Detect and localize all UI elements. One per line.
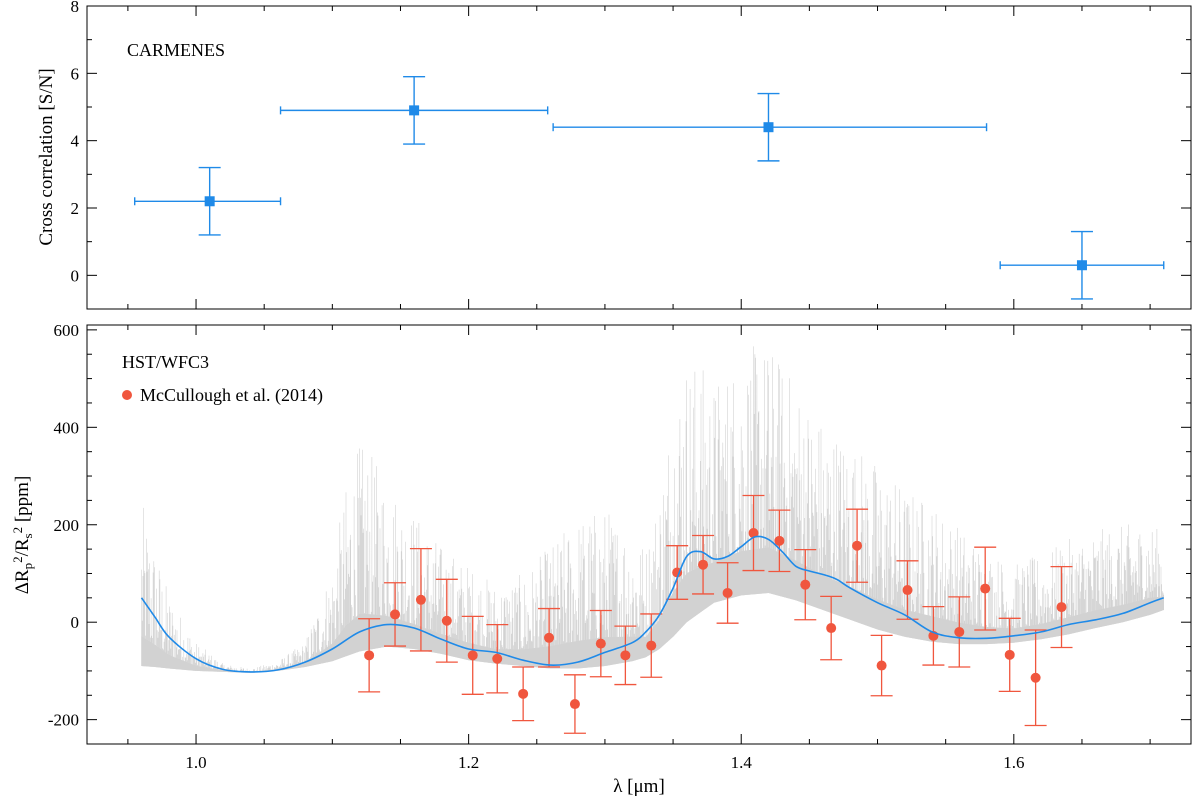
y-tick-label: 200 (54, 516, 80, 535)
model-line (140, 535, 1164, 673)
x-axis-label: λ [μm] (613, 776, 665, 797)
y-tick-label: 2 (71, 199, 80, 218)
y-tick-label: 600 (54, 321, 80, 340)
observed-point (896, 560, 919, 620)
observed-point (1024, 629, 1047, 727)
bottom-plot-area (140, 346, 1164, 734)
observed-point (384, 582, 407, 647)
x-tick-label: 1.2 (458, 753, 479, 772)
bottom-axis-ticks: 1.0 1.2 1.4 1.6 -200 0 200 400 600 (48, 321, 1191, 772)
carmenes-point (279, 75, 549, 145)
circle-marker (467, 650, 478, 661)
circle-marker (390, 609, 401, 620)
circle-marker (492, 653, 503, 664)
observed-point (998, 617, 1021, 693)
circle-marker (1004, 649, 1015, 660)
circle-marker (518, 688, 529, 699)
x-tick-label: 1.6 (1003, 753, 1024, 772)
carmenes-point (134, 166, 282, 236)
y-tick-label: -200 (48, 711, 79, 730)
circle-marker (364, 650, 375, 661)
observed-point (794, 548, 817, 621)
legend-label: McCullough et al. (2014) (140, 385, 323, 406)
circle-marker (800, 579, 811, 590)
top-panel: 0 2 4 6 8 CARMENES Cross correlation [S/N] (36, 0, 1192, 310)
observed-point (614, 625, 637, 686)
observed-point (948, 596, 971, 668)
top-panel-annotation: CARMENES (127, 40, 225, 60)
observed-point (974, 546, 997, 631)
bottom-y-axis-label: ΔRp2/Rs2 [ppm] (10, 476, 35, 595)
circle-marker (876, 660, 887, 671)
observed-point (538, 607, 561, 668)
y-tick-label: 4 (71, 132, 80, 151)
carmenes-point (552, 92, 988, 162)
top-y-axis-label: Cross correlation [S/N] (36, 68, 57, 245)
circle-marker (646, 640, 657, 651)
observed-point (640, 613, 663, 678)
y-tick-label: 400 (54, 418, 80, 437)
model-spectrum (141, 346, 1164, 673)
top-plot-area (134, 75, 1165, 300)
circle-marker (902, 585, 913, 596)
legend-marker (122, 390, 132, 400)
observed-point (716, 562, 739, 624)
top-panel-frame (86, 5, 1192, 310)
observed-point (435, 578, 458, 663)
observed-point (820, 595, 843, 661)
observed-point (486, 623, 509, 694)
y-tick-label: 0 (71, 613, 80, 632)
y-tick-label: 8 (71, 0, 80, 16)
observed-point (1050, 566, 1073, 649)
circle-marker (980, 583, 991, 594)
square-marker (409, 105, 420, 116)
circle-marker (852, 540, 863, 551)
square-marker (763, 122, 774, 133)
circle-marker (722, 587, 733, 598)
x-tick-label: 1.0 (185, 753, 206, 772)
circle-marker (1056, 602, 1067, 613)
circle-marker (1030, 672, 1041, 683)
observed-point (742, 494, 765, 572)
bottom-panel-annotation: HST/WFC3 (122, 352, 209, 372)
observed-point (768, 509, 791, 573)
circle-marker (826, 623, 837, 634)
circle-marker (954, 626, 965, 637)
carmenes-point (999, 230, 1165, 300)
y-tick-label: 0 (71, 266, 80, 285)
circle-marker (698, 559, 709, 570)
observed-point (589, 609, 612, 678)
circle-marker (544, 632, 555, 643)
observed-point (563, 674, 586, 734)
circle-marker (415, 594, 426, 605)
top-axis-ticks: 0 2 4 6 8 (71, 0, 1191, 310)
circle-marker (595, 638, 606, 649)
observed-point (512, 666, 535, 722)
circle-marker (441, 615, 452, 626)
circle-marker (569, 699, 580, 710)
observed-point (870, 634, 893, 697)
observed-point (846, 508, 869, 583)
legend: McCullough et al. (2014) (122, 385, 323, 406)
circle-marker (774, 535, 785, 546)
bottom-panel: 1.0 1.2 1.4 1.6 -200 0 200 400 600 HST/WFC3 McCu… (10, 321, 1192, 797)
spectrum-spikes (141, 346, 1164, 673)
observed-point (358, 618, 381, 693)
bottom-panel-frame (86, 324, 1192, 745)
circle-marker (620, 650, 631, 661)
square-marker (1076, 260, 1087, 271)
circle-marker (748, 528, 759, 539)
observed-point (409, 547, 432, 652)
observed-point (461, 615, 484, 695)
observed-point (692, 534, 715, 595)
y-tick-label: 6 (71, 64, 80, 83)
square-marker (204, 196, 215, 207)
x-tick-label: 1.4 (731, 753, 753, 772)
